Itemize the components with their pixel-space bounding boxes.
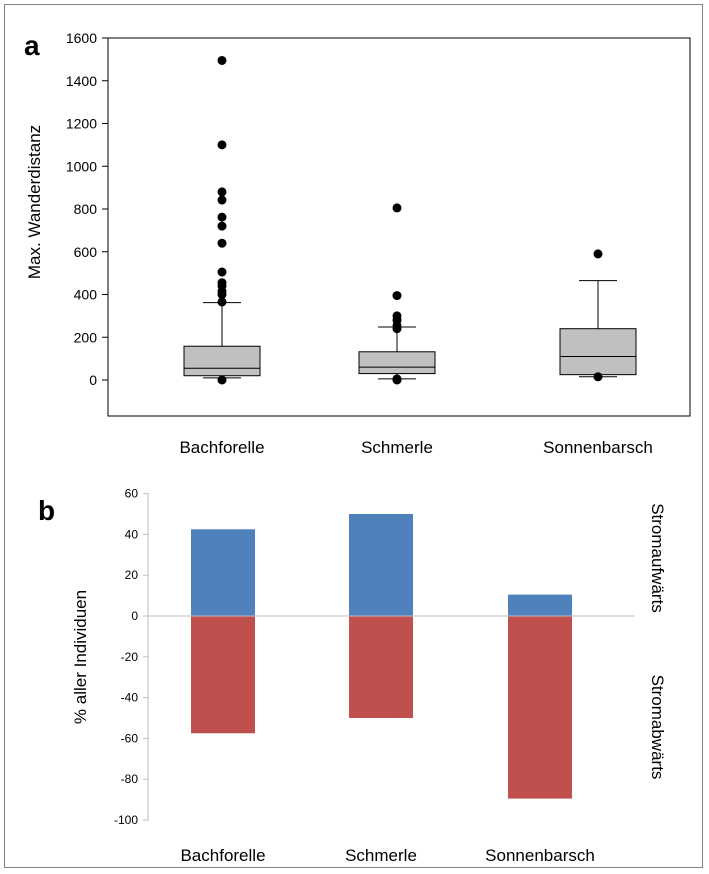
- boxplots-a: [183, 55, 637, 385]
- box: [358, 351, 436, 375]
- outlier-point: [217, 238, 227, 248]
- outlier-point: [217, 55, 227, 65]
- y-axis-label-b: % aller Individuen: [71, 590, 90, 724]
- boxplot-sonnenbarsch: [559, 249, 637, 382]
- y-axis-ticks-b: -100 -80 -60 -40 -20 0 20 40 60: [114, 487, 148, 827]
- y-tick-label-a: 0: [89, 372, 97, 388]
- x-category-label-b: Schmerle: [345, 846, 417, 865]
- y-tick-label-b: -40: [121, 691, 139, 705]
- x-axis-categories-b: Bachforelle Schmerle Sonnenbarsch: [180, 846, 594, 865]
- boxplot-bachforelle: [183, 55, 261, 385]
- y-tick-label-b: 0: [131, 609, 138, 623]
- x-category-label-b: Sonnenbarsch: [485, 846, 595, 865]
- panel-a: a 0 200 400 600 800 1000 1200 1400 1600 Bachfore…: [24, 30, 691, 457]
- boxplot-schmerle: [358, 203, 436, 385]
- outlier-point: [392, 311, 402, 321]
- figure-frame: [4, 4, 703, 868]
- outlier-point: [217, 278, 227, 288]
- y-tick-label-a: 1200: [66, 116, 97, 132]
- outlier-point: [593, 249, 603, 259]
- outlier-point: [392, 374, 402, 384]
- outlier-point: [392, 291, 402, 301]
- x-category-label-a: Sonnenbarsch: [543, 438, 653, 457]
- y-tick-label-b: 60: [125, 487, 139, 501]
- y-tick-label-b: -80: [121, 772, 139, 786]
- y-tick-label-a: 1400: [66, 73, 97, 89]
- y-tick-label-b: 40: [125, 527, 139, 541]
- panel-label-a: a: [24, 30, 40, 61]
- outlier-point: [217, 195, 227, 205]
- y-tick-label-a: 600: [74, 244, 98, 260]
- x-category-label-a: Schmerle: [361, 438, 433, 457]
- series-label-downstream: Stromabwärts: [648, 675, 667, 780]
- outlier-point: [217, 267, 227, 277]
- series-label-upstream: Stromaufwärts: [648, 503, 667, 613]
- outlier-point: [593, 372, 603, 382]
- plot-frame-a: [107, 37, 691, 417]
- bar-upstream-schmerle: [349, 514, 413, 616]
- y-axis-ticks-a: 0 200 400 600 800 1000 1200 1400 1600: [66, 30, 108, 388]
- outlier-point: [392, 203, 402, 213]
- y-tick-label-b: -100: [114, 813, 138, 827]
- box: [559, 328, 637, 376]
- y-tick-label-b: -60: [121, 731, 139, 745]
- panel-label-b: b: [38, 495, 55, 526]
- bar-downstream-sonnenbarsch: [508, 616, 572, 799]
- outlier-point: [217, 140, 227, 150]
- y-tick-label-b: 20: [125, 568, 139, 582]
- x-category-label-a: Bachforelle: [179, 438, 264, 457]
- x-category-label-b: Bachforelle: [180, 846, 265, 865]
- y-tick-label-a: 800: [74, 201, 98, 217]
- y-tick-label-a: 200: [74, 329, 98, 345]
- outlier-point: [217, 212, 227, 222]
- box: [183, 345, 261, 377]
- bar-downstream-schmerle: [349, 616, 413, 718]
- bar-upstream-sonnenbarsch: [508, 594, 572, 616]
- x-axis-categories-a: Bachforelle Schmerle Sonnenbarsch: [179, 438, 652, 457]
- bar-downstream-bachforelle: [191, 616, 255, 734]
- panel-b: b -100 -80 -60 -40 -20 0 20 40 60 Bachforelle Sch…: [38, 487, 667, 865]
- y-tick-label-b: -20: [121, 650, 139, 664]
- bars-b: [191, 514, 572, 799]
- y-axis-label-a: Max. Wanderdistanz: [25, 125, 44, 279]
- outlier-point: [217, 187, 227, 197]
- bar-upstream-bachforelle: [191, 529, 255, 616]
- y-tick-label-a: 400: [74, 287, 98, 303]
- outlier-point: [217, 375, 227, 385]
- y-tick-label-a: 1600: [66, 30, 97, 46]
- outlier-point: [217, 221, 227, 231]
- y-tick-label-a: 1000: [66, 158, 97, 174]
- outlier-point: [217, 297, 227, 307]
